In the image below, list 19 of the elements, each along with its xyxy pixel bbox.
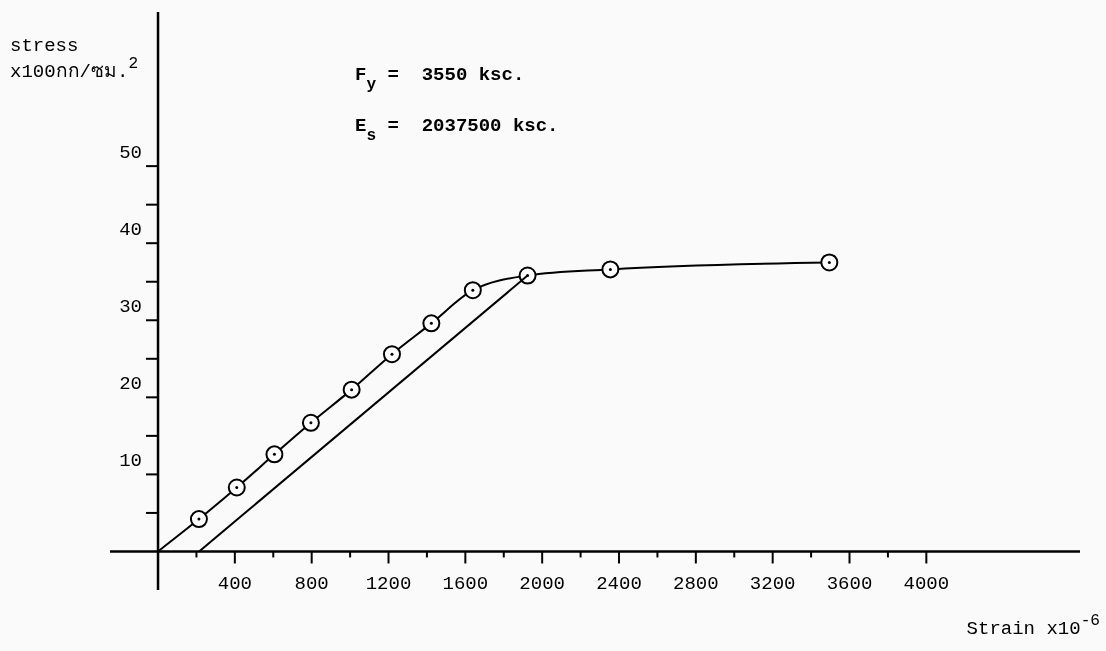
x-tick-label: 2800 (673, 573, 719, 596)
x-axis-title: Strain x10$^{-6}$ (966, 612, 1100, 640)
y-tick-label: 40 (119, 219, 143, 242)
x-tick-label: 2000 (519, 573, 565, 596)
x-tick-label: 3600 (826, 573, 873, 596)
x-tick-label: 4000 (903, 573, 950, 596)
x-tick-label: 3200 (749, 573, 796, 596)
x-tick-label: 1600 (442, 573, 489, 596)
x-tick-label: 1200 (365, 573, 412, 596)
y-tick-label: 30 (119, 296, 143, 319)
y-axis-title: stress x100กก/ซม.$^{2}$ (10, 35, 139, 83)
y-tick-label: 20 (119, 373, 143, 396)
x-tick-label: 400 (217, 573, 252, 596)
y-tick-label: 10 (119, 450, 143, 473)
y-tick-label: 50 (119, 142, 143, 165)
x-tick-label: 800 (294, 573, 329, 596)
x-tick-label: 2400 (596, 573, 642, 596)
annotation: F$_{y}$ = 3550 ksc. (355, 64, 525, 94)
annotation: E$_{s}$ = 2037500 ksc. (355, 115, 559, 145)
